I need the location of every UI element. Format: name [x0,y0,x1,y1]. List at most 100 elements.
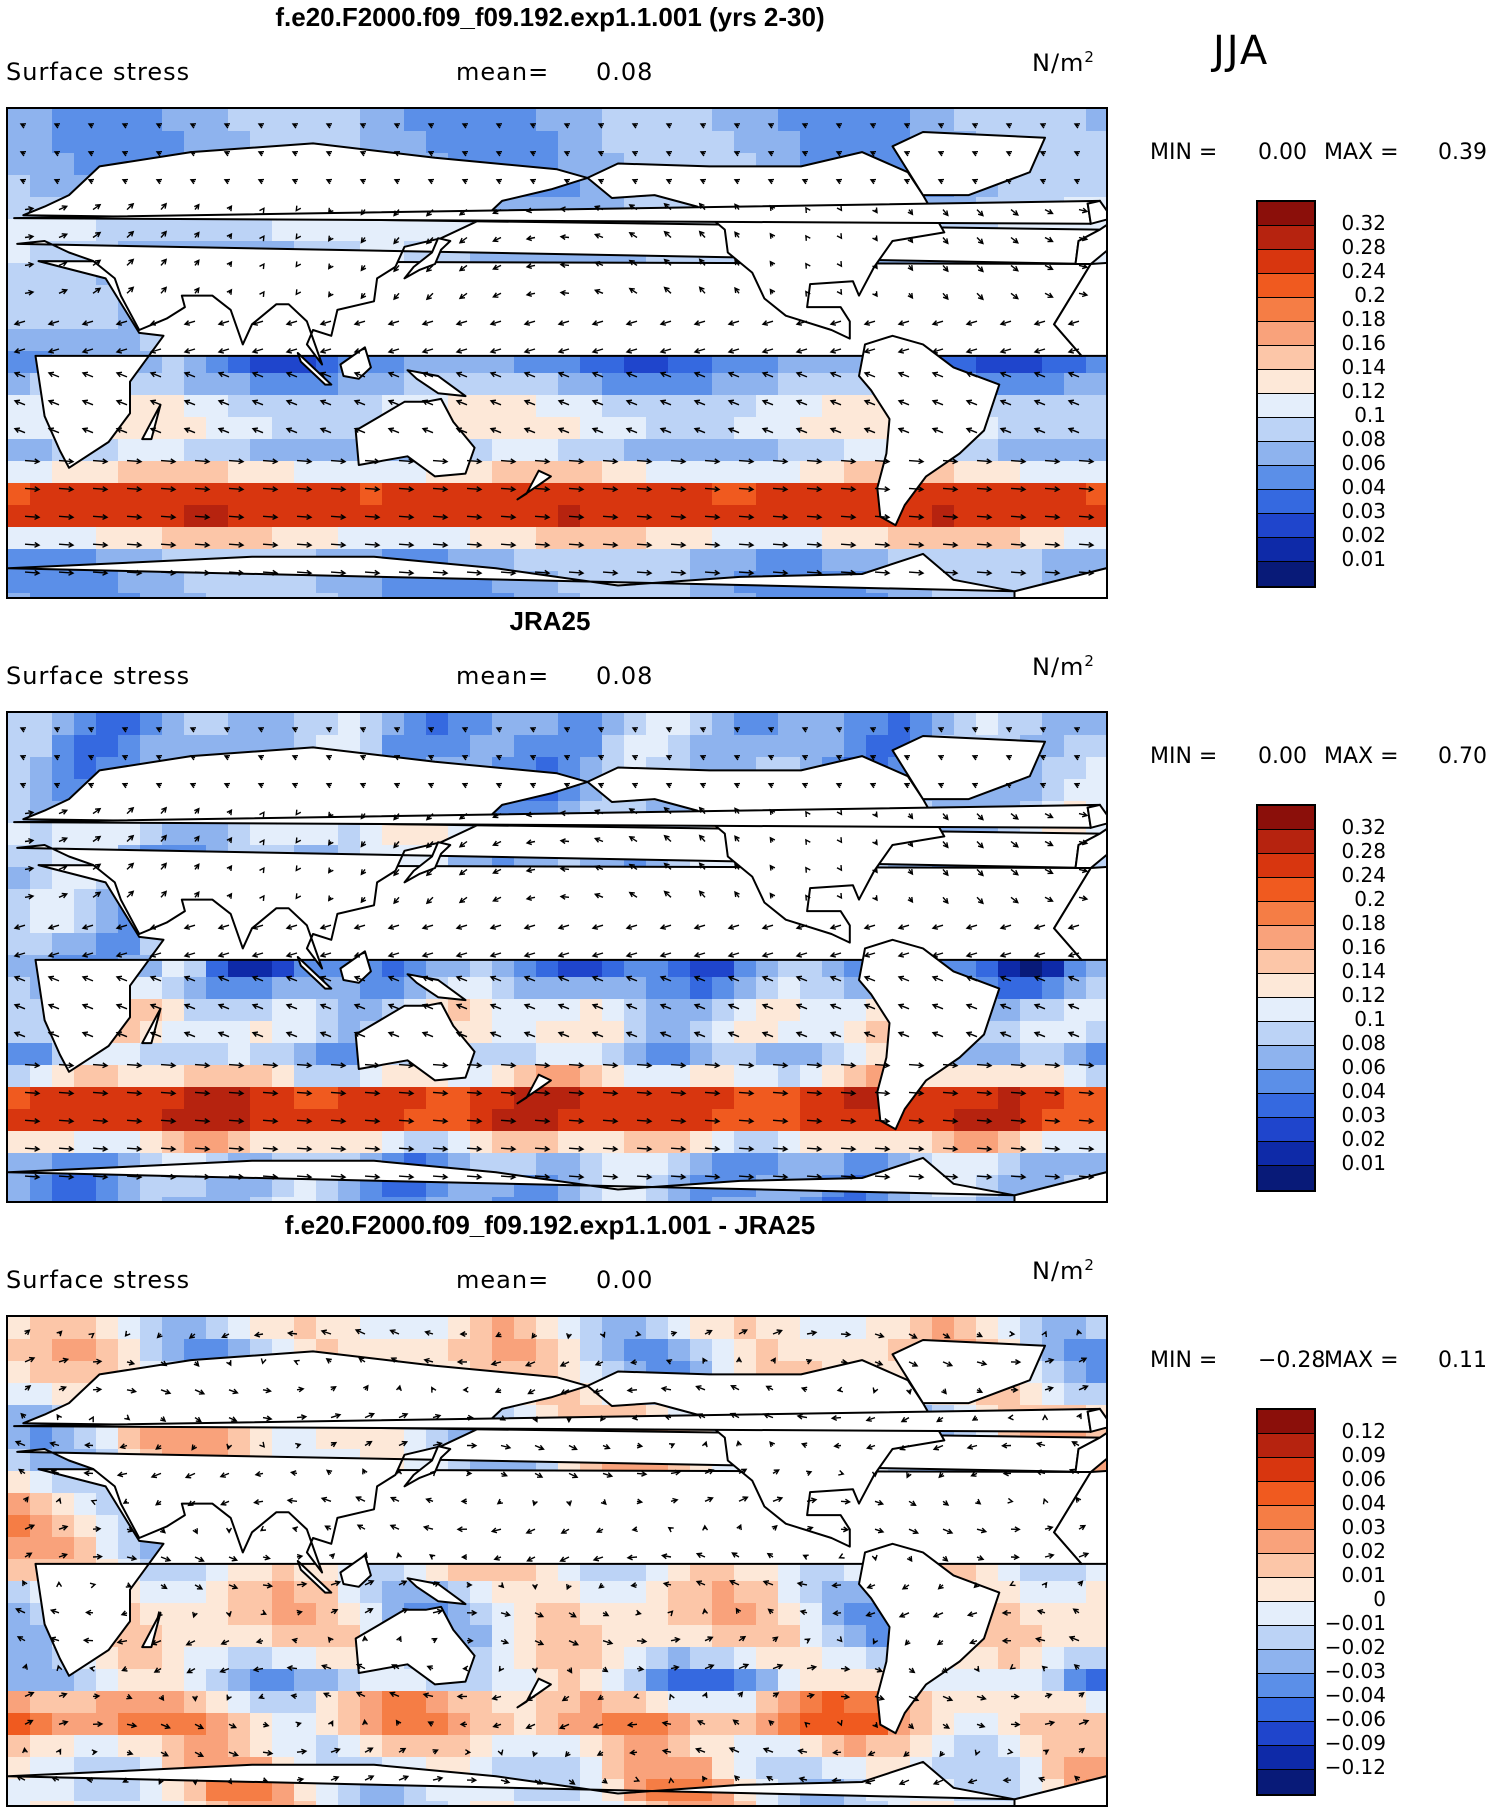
field-cell [492,1669,515,1692]
field-cell [1042,779,1065,802]
vector-arrow [217,975,230,982]
field-cell [580,1339,603,1362]
vector-arrow [769,1440,776,1448]
field-cell [1086,1735,1106,1758]
field-cell [52,593,75,597]
vector-arrow [393,292,400,301]
vector-arrow [976,1090,993,1097]
field-cell [954,461,977,484]
field-cell [844,1625,867,1648]
vector-arrow [836,1386,844,1393]
vector-arrow [738,1145,755,1152]
vector-arrow [259,262,265,270]
vector-arrow [801,755,809,761]
vector-arrow [761,1003,774,1010]
field-cell [866,593,889,597]
field-cell [866,1021,889,1044]
field-cell [294,977,317,1000]
vector-arrow [427,755,435,761]
vector-arrow [806,1145,823,1152]
legend-tick-label: 0.28 [1341,235,1386,259]
vector-arrow [319,427,332,434]
vector-arrow [262,458,279,465]
vector-arrow [869,178,877,185]
vector-arrow [228,1173,245,1180]
field-cell [558,153,581,176]
field-cell [52,571,75,594]
field-cell [800,1669,823,1692]
vector-arrow [733,151,741,157]
continent-outline [1013,567,1106,597]
vector-arrow [698,834,706,842]
vector-arrow [736,1440,742,1447]
vector-arrow [149,924,162,930]
vector-arrow [559,810,570,817]
vector-arrow [806,541,823,548]
vector-arrow [500,541,517,548]
field-cell [954,1197,977,1201]
field-cell [778,109,801,132]
field-cell [316,1647,339,1670]
legend-swatch [1258,1118,1314,1142]
vector-arrow [455,320,468,326]
field-cell [778,131,801,154]
vector-arrow [806,1090,823,1097]
vector-arrow [625,952,638,958]
field-cell [1042,1757,1065,1780]
vector-arrow [490,1360,502,1367]
field-cell [8,571,31,594]
vector-arrow [160,1173,177,1180]
vector-arrow [364,1580,375,1586]
vector-arrow [704,1173,721,1180]
vector-arrow [805,206,811,214]
vector-arrow [398,514,415,521]
field-cell [360,1713,383,1736]
field-cell [338,593,361,597]
vector-arrow [559,289,570,296]
field-cell [118,735,141,758]
field-cell [514,1317,537,1340]
vector-arrow [262,1145,279,1152]
vector-arrow [1067,975,1080,982]
vector-arrow [593,261,604,267]
field-cell [624,1317,647,1340]
vector-arrow [295,809,302,816]
vector-arrow [738,514,755,521]
field-cell [184,1339,207,1362]
field-cell [800,1087,823,1110]
field-cell [536,1757,559,1780]
vector-arrow [489,348,502,354]
field-cell [52,219,75,242]
field-cell [910,1735,933,1758]
field-cell [404,823,427,846]
vector-arrow [942,896,949,905]
field-cell [976,1757,999,1780]
field-cell [492,395,515,418]
legend-tick-label: 0.32 [1341,211,1386,235]
field-cell [184,735,207,758]
vector-arrow [761,348,774,354]
vector-arrow [466,514,483,521]
field-cell [360,1603,383,1626]
field-cell [448,1109,471,1132]
field-cell [96,307,119,330]
field-cell [756,109,779,132]
field-cell [668,527,691,550]
vector-arrow [58,1062,75,1069]
field-cell [690,1647,713,1670]
field-cell [734,1691,757,1714]
vector-arrow [761,399,774,406]
field-cell [1086,1087,1106,1110]
field-cell [646,483,669,506]
field-cell [624,735,647,758]
field-cell [448,1713,471,1736]
field-cell [30,1493,53,1516]
field-cell [514,439,537,462]
vector-arrow [126,569,143,576]
field-cell [778,527,801,550]
vector-arrow [523,975,536,982]
field-cell [976,439,999,462]
vector-arrow [226,1443,233,1451]
vector-arrow [116,1471,128,1478]
continent-outline [403,841,452,884]
